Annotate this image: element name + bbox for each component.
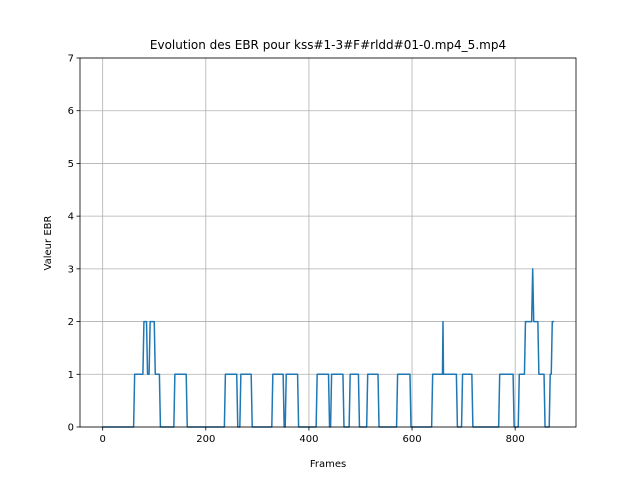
y-tick-label: 4 xyxy=(68,212,74,223)
axes-frame xyxy=(79,57,577,428)
x-tick-label: 0 xyxy=(99,434,105,445)
plot-area-border xyxy=(79,57,577,428)
y-axis-label: Valeur EBR xyxy=(43,216,54,271)
y-tick-label: 0 xyxy=(68,423,74,434)
x-tick-label: 200 xyxy=(196,434,215,445)
x-tick-label: 800 xyxy=(506,434,525,445)
y-axis-ticks: 0 1 2 3 4 5 6 7 xyxy=(68,54,80,434)
y-tick-label: 7 xyxy=(68,54,74,65)
x-axis-label: Frames xyxy=(310,459,346,470)
grid-lines xyxy=(80,57,576,428)
x-axis-ticks: 0 200 400 600 800 xyxy=(99,427,525,445)
y-tick-label: 6 xyxy=(68,106,74,117)
x-tick-label: 600 xyxy=(402,434,421,445)
x-tick-label: 400 xyxy=(299,434,318,445)
y-tick-label: 1 xyxy=(68,370,74,381)
y-tick-label: 3 xyxy=(68,264,74,275)
y-tick-label: 5 xyxy=(68,159,74,170)
y-tick-label: 2 xyxy=(68,317,74,328)
chart-title: Evolution des EBR pour kss#1-3#F#rldd#01… xyxy=(150,38,506,52)
